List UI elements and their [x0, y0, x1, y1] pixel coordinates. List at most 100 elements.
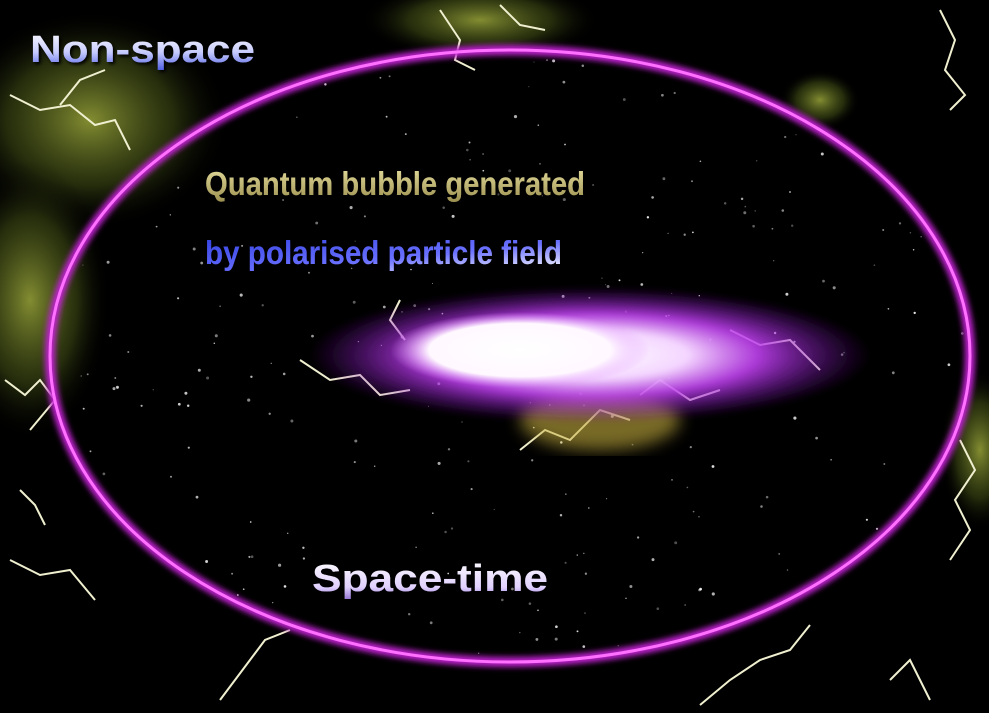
star: [605, 284, 607, 286]
star: [248, 555, 251, 558]
star: [231, 572, 234, 575]
star: [539, 163, 541, 165]
star: [469, 159, 471, 161]
star: [587, 507, 590, 509]
star: [493, 508, 495, 510]
star: [760, 505, 763, 508]
star: [302, 546, 305, 549]
star: [606, 498, 608, 500]
star: [283, 585, 287, 588]
star: [353, 461, 356, 464]
star: [470, 488, 473, 491]
star: [272, 601, 274, 604]
star: [642, 252, 644, 254]
star: [555, 625, 558, 629]
star: [213, 342, 216, 345]
star: [186, 404, 190, 407]
star: [909, 232, 912, 234]
star: [683, 233, 686, 236]
star: [651, 558, 655, 562]
star: [379, 76, 382, 79]
star: [692, 510, 695, 513]
star: [960, 332, 964, 335]
star: [407, 612, 411, 616]
star: [674, 541, 678, 545]
star: [140, 404, 143, 407]
star: [214, 334, 218, 338]
star: [308, 271, 310, 274]
star: [462, 251, 464, 253]
star: [576, 554, 578, 556]
label-space-time: Space-time: [312, 558, 548, 600]
star: [754, 210, 756, 212]
star: [200, 261, 204, 265]
star: [656, 607, 660, 611]
star: [250, 375, 253, 379]
star: [311, 334, 314, 338]
field-core: [390, 312, 650, 388]
star: [363, 215, 366, 218]
label-non-space: Non-space: [30, 29, 255, 71]
star: [282, 199, 285, 201]
star: [482, 153, 485, 155]
star: [315, 221, 319, 225]
star: [640, 283, 644, 286]
star: [89, 450, 92, 453]
star: [912, 249, 915, 251]
star: [476, 182, 479, 185]
star: [221, 176, 224, 180]
star: [236, 594, 239, 596]
star: [920, 236, 922, 238]
star: [883, 463, 886, 465]
star: [205, 560, 209, 563]
star: [127, 350, 130, 354]
star: [723, 202, 727, 205]
star: [397, 583, 401, 588]
star: [206, 376, 210, 380]
star: [740, 197, 744, 201]
star: [646, 216, 650, 219]
star: [756, 160, 758, 162]
star: [743, 211, 747, 215]
star: [625, 597, 627, 599]
star: [302, 557, 306, 560]
star: [785, 292, 789, 296]
star: [795, 134, 797, 136]
star: [410, 268, 412, 271]
star: [771, 227, 774, 230]
star: [564, 143, 566, 146]
star: [513, 115, 518, 119]
star: [177, 186, 180, 189]
star: [468, 141, 471, 144]
star: [865, 518, 868, 521]
star: [354, 439, 358, 443]
star: [673, 91, 676, 95]
star: [691, 180, 693, 183]
star: [415, 546, 417, 548]
star: [286, 532, 289, 535]
star: [533, 61, 535, 63]
star: [274, 261, 278, 265]
star: [117, 386, 119, 389]
star: [537, 609, 539, 612]
star: [112, 387, 116, 391]
star: [791, 224, 794, 227]
star: [793, 416, 797, 420]
star: [388, 75, 391, 78]
star: [442, 206, 445, 209]
star: [82, 407, 85, 410]
star: [519, 631, 521, 634]
star: [508, 169, 512, 173]
star: [636, 536, 640, 539]
star: [431, 512, 434, 515]
star: [152, 389, 154, 391]
star: [528, 86, 530, 88]
star: [584, 572, 588, 575]
star: [268, 412, 271, 415]
star: [554, 637, 558, 641]
star: [404, 133, 407, 136]
star: [781, 209, 785, 212]
star: [789, 191, 791, 193]
star: [617, 644, 620, 647]
star: [177, 402, 181, 406]
